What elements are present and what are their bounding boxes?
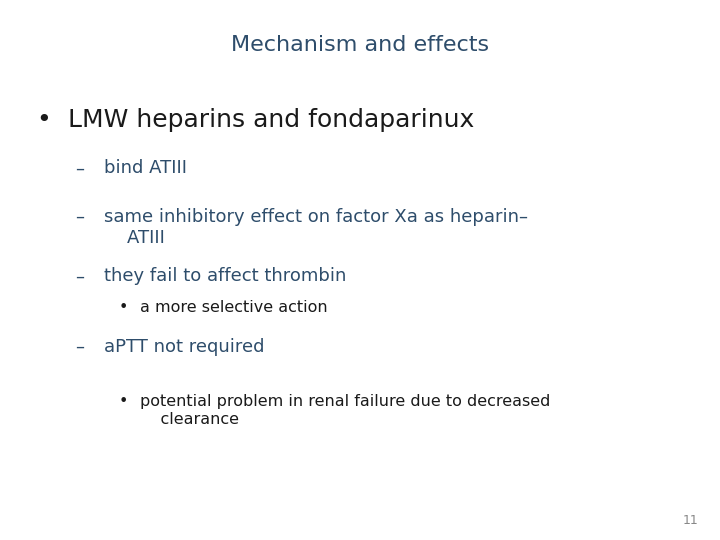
- Text: –: –: [76, 159, 85, 177]
- Text: •: •: [119, 394, 128, 409]
- Text: –: –: [76, 338, 85, 355]
- Text: aPTT not required: aPTT not required: [104, 338, 265, 355]
- Text: •: •: [36, 108, 50, 132]
- Text: 11: 11: [683, 514, 698, 526]
- Text: –: –: [76, 208, 85, 226]
- Text: –: –: [76, 267, 85, 285]
- Text: they fail to affect thrombin: they fail to affect thrombin: [104, 267, 347, 285]
- Text: Mechanism and effects: Mechanism and effects: [231, 35, 489, 55]
- Text: potential problem in renal failure due to decreased
    clearance: potential problem in renal failure due t…: [140, 394, 551, 427]
- Text: bind ATIII: bind ATIII: [104, 159, 187, 177]
- Text: a more selective action: a more selective action: [140, 300, 328, 315]
- Text: •: •: [119, 300, 128, 315]
- Text: same inhibitory effect on factor Xa as heparin–
    ATIII: same inhibitory effect on factor Xa as h…: [104, 208, 528, 247]
- Text: LMW heparins and fondaparinux: LMW heparins and fondaparinux: [68, 108, 474, 132]
